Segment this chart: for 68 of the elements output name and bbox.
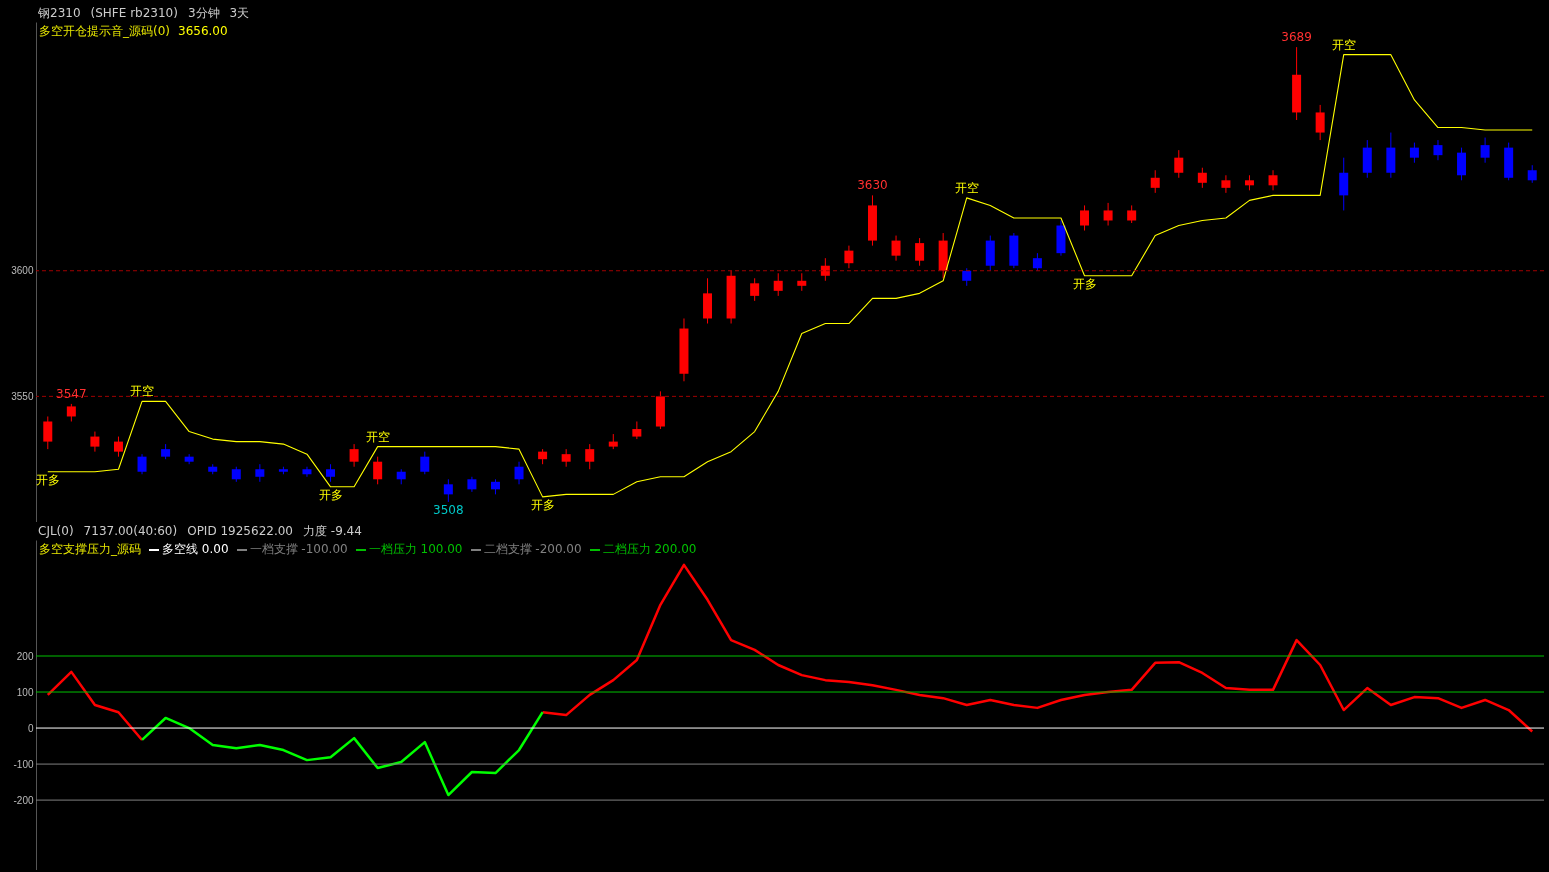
candlestick — [844, 245, 854, 269]
legend-label: 二档压力 200.00 — [601, 542, 697, 556]
legend-label: 一档支撑 -100.00 — [248, 542, 348, 556]
candlestick — [514, 461, 524, 485]
candlestick — [820, 257, 830, 282]
line-series — [140, 710, 544, 797]
text: 力度 -9.44 — [303, 524, 362, 538]
candlestick — [1480, 137, 1490, 164]
candlestick — [373, 456, 383, 485]
candlestick — [302, 466, 312, 478]
text: 3分钟 — [187, 6, 220, 20]
candlestick — [1197, 167, 1207, 189]
candlestick — [773, 272, 783, 297]
chart-subtitle: 3656.00 — [178, 24, 228, 38]
annotation: 3630 — [857, 178, 888, 193]
annotation: 开多 — [318, 487, 343, 502]
candlestick — [1174, 149, 1184, 179]
candlestick — [137, 453, 147, 475]
candlestick — [90, 431, 100, 453]
text: 7137.00(40:60) — [83, 524, 178, 538]
candlestick — [420, 451, 430, 475]
annotation: 开空 — [1331, 37, 1356, 52]
legend-label: 二档支撑 -200.00 — [482, 542, 582, 556]
candlestick — [113, 436, 123, 458]
candlestick — [1221, 174, 1231, 194]
line-series — [46, 670, 144, 742]
text: (SHFE rb2310) — [90, 6, 178, 20]
annotation: 开多 — [530, 497, 555, 512]
text: 3天 — [229, 6, 250, 20]
text: 钢2310 — [38, 6, 81, 20]
annotation: 3689 — [1281, 30, 1312, 45]
candlestick — [1433, 139, 1443, 161]
annotation: 3547 — [56, 386, 87, 401]
candlestick — [1103, 202, 1113, 227]
legend-label: 多空线 0.00 — [161, 542, 229, 556]
candlestick — [891, 235, 901, 262]
annotation: 开空 — [954, 180, 979, 195]
line-series — [541, 563, 1534, 733]
y-tick-label: -200 — [13, 794, 34, 806]
text: CJL(0) — [38, 524, 74, 538]
candlestick — [585, 443, 595, 470]
y-tick-label: 100 — [16, 686, 34, 698]
text: OPID 1925622.00 — [187, 524, 293, 538]
y-tick-label: 0 — [27, 722, 34, 734]
candlestick — [1409, 142, 1419, 164]
candlestick — [1150, 169, 1160, 194]
annotation: 开多 — [35, 472, 60, 487]
y-tick-label: 3550 — [11, 390, 34, 402]
y-tick-label: 200 — [16, 650, 34, 662]
y-tick-label: -100 — [13, 758, 34, 770]
annotation: 开空 — [365, 429, 390, 444]
candlestick — [443, 478, 453, 503]
candlestick — [915, 237, 925, 267]
annotation: 开空 — [130, 384, 155, 399]
candlestick — [1339, 157, 1349, 211]
candlestick — [1268, 169, 1278, 191]
legend-label: 一档压力 100.00 — [367, 542, 463, 556]
candlestick — [1457, 147, 1467, 181]
candlestick — [349, 443, 359, 468]
annotation: 3508 — [433, 502, 464, 517]
candlestick — [1080, 204, 1090, 232]
chart-title: 多空支撑压力_源码 — [39, 542, 141, 556]
annotation: 开多 — [1072, 276, 1097, 291]
candlestick — [1315, 104, 1325, 141]
y-tick-label: 3600 — [11, 265, 34, 277]
candlestick — [750, 277, 760, 302]
chart-title: 多空开仓提示音_源码(0) — [39, 24, 170, 38]
candlestick — [43, 415, 53, 450]
